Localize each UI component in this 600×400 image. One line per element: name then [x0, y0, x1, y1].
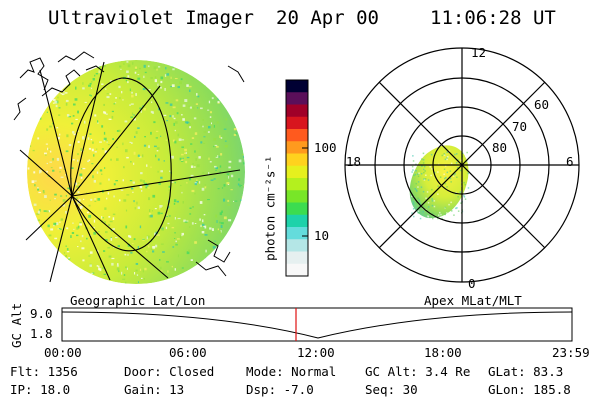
status-mode: Mode: Normal	[246, 364, 337, 379]
status-flight: Flt: 1356	[10, 364, 78, 379]
mlat-label-80: 80	[492, 140, 508, 155]
colorbar-segment	[286, 239, 308, 252]
status-dsp: Dsp: -7.0	[246, 382, 314, 397]
timeline-xtick-0600: 06:00	[169, 345, 207, 360]
time-label: 11:06:28 UT	[430, 7, 556, 29]
colorbar-tick-100: 100	[314, 140, 337, 155]
date-label: 20 Apr 00	[276, 7, 379, 29]
colorbar-segment	[286, 129, 308, 142]
geo-panel-label: Geographic Lat/Lon	[70, 293, 206, 308]
status-glat: GLat: 83.3	[488, 364, 564, 379]
mlat-label-70: 70	[512, 119, 528, 134]
timeline-frame	[61, 307, 573, 342]
coastline-outlines	[13, 51, 245, 277]
mlat-label-60: 60	[534, 97, 550, 112]
colorbar-segment	[286, 190, 308, 203]
colorbar-segment	[286, 178, 308, 191]
mlt-meridians	[345, 48, 579, 282]
colorbar-segment	[286, 263, 308, 277]
colorbar-segment	[286, 116, 308, 130]
instrument-title: Ultraviolet Imager	[48, 7, 254, 29]
colorbar-segment	[286, 227, 308, 240]
altitude-curve	[61, 311, 573, 339]
timeline-ylabel: GC Alt	[9, 302, 24, 348]
colorbar-segment	[286, 141, 308, 154]
status-ip: IP: 18.0	[10, 382, 71, 397]
colorbar-segment	[286, 214, 308, 228]
mlt-panel-label: Apex MLat/MLT	[424, 293, 522, 308]
status-door: Door: Closed	[124, 364, 215, 379]
auroral-image	[27, 60, 245, 284]
timeline-xtick-1800: 18:00	[424, 345, 462, 360]
colorbar-segment	[286, 251, 308, 265]
mlt-label-0: 0	[468, 276, 476, 291]
colorbar-segment	[286, 92, 308, 105]
status-glon: GLon: 185.8	[488, 382, 571, 397]
mlt-label-12: 12	[471, 45, 487, 60]
colorbar-tick-10: 10	[314, 228, 330, 243]
colorbar-segment	[286, 104, 308, 118]
timeline-xtick-1200: 12:00	[297, 345, 335, 360]
status-gc-alt: GC Alt: 3.4 Re	[365, 364, 471, 379]
colorbar-segment	[286, 165, 308, 179]
auroral-oval	[409, 145, 469, 219]
colorbar-segment	[286, 80, 308, 93]
status-gain: Gain: 13	[124, 382, 185, 397]
timeline-ytick-9: 9.0	[30, 306, 53, 321]
timeline-xtick-2359: 23:59	[552, 345, 590, 360]
mlt-label-18: 18	[346, 154, 362, 169]
timeline-xtick-0000: 00:00	[44, 345, 82, 360]
lat-lon-grid	[19, 61, 241, 283]
colorbar-segment	[286, 153, 308, 167]
status-seq: Seq: 30	[365, 382, 418, 397]
timeline-ytick-1.8: 1.8	[30, 326, 53, 341]
mlt-label-6: 6	[566, 154, 574, 169]
colorbar-segment	[286, 202, 308, 216]
